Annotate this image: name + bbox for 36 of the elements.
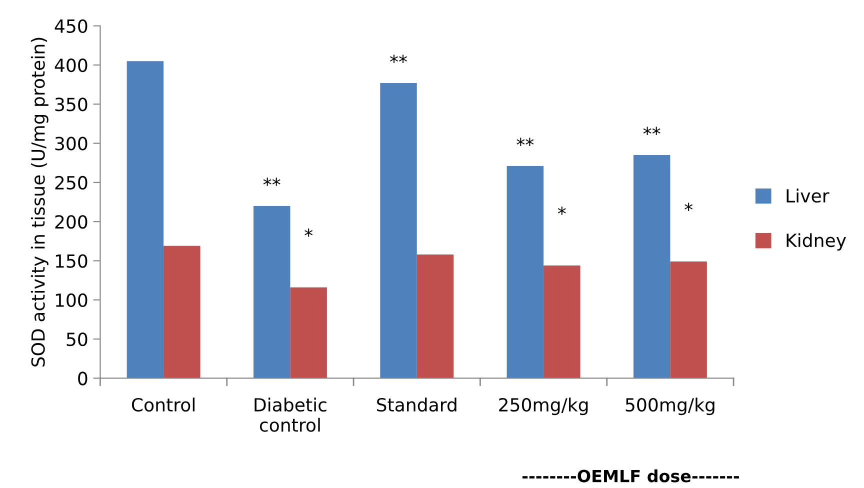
text: --------OEMLF dose------- [522,469,739,482]
y-tick-label: 400 [54,58,88,72]
x-tick-label: 500mg/kg [626,398,714,416]
y-tick-label: 300 [55,136,88,150]
y-tick-label: 0 [78,372,88,386]
y-tick-label: 50 [66,332,88,346]
bar [544,265,580,378]
annotation: * [558,206,566,215]
bar [290,287,327,378]
y-tick-label: 100 [56,293,88,308]
annotation: * [684,202,693,211]
x-tick-label: 250mg/kg [499,398,588,416]
x-tick-label: Diabetic control [254,398,326,432]
annotation: ** [263,178,280,186]
bar [126,61,164,378]
bar [380,83,417,378]
y-tick-label: 200 [55,215,88,229]
y-tick-label: 450 [54,19,88,33]
bar [164,246,200,378]
bar [506,166,544,378]
legend-label: Kidney [786,233,846,251]
bar [253,206,290,378]
bar [633,155,670,378]
bar [416,254,454,378]
x-tick-label: Standard [377,398,456,412]
annotation: ** [516,138,534,146]
y-tick-label: 150 [56,254,88,268]
annotation: * [304,228,313,237]
bar [670,262,707,378]
y-axis-title: SOD activity in tissue (U/mg protein) [30,38,48,367]
x-tick-label: Control [132,398,194,412]
y-tick-label: 350 [55,98,88,112]
annotation: ** [390,54,408,63]
y-tick-label: 250 [55,176,88,190]
legend-label: Liver [786,188,830,203]
annotation: ** [643,126,660,136]
